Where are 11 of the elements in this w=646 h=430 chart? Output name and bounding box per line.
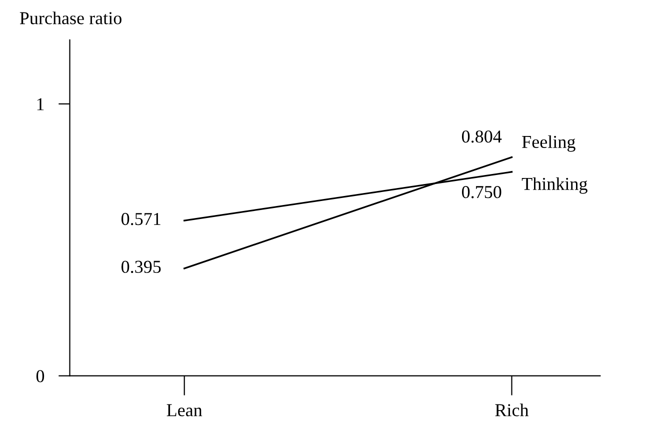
series-label: Feeling bbox=[522, 135, 576, 152]
y-tick-label: 0 bbox=[36, 370, 44, 382]
x-tick-label: Rich bbox=[495, 404, 529, 416]
y-tick-label: 1 bbox=[37, 98, 44, 110]
y-axis-title: Purchase ratio bbox=[20, 12, 122, 24]
data-label: 0.571 bbox=[122, 212, 160, 226]
data-label: 0.804 bbox=[462, 130, 502, 143]
x-tick-label: Lean bbox=[166, 404, 202, 416]
series-label: Thinking bbox=[522, 177, 588, 194]
data-label: 0.750 bbox=[462, 186, 502, 198]
data-label: 0.395 bbox=[122, 260, 161, 274]
